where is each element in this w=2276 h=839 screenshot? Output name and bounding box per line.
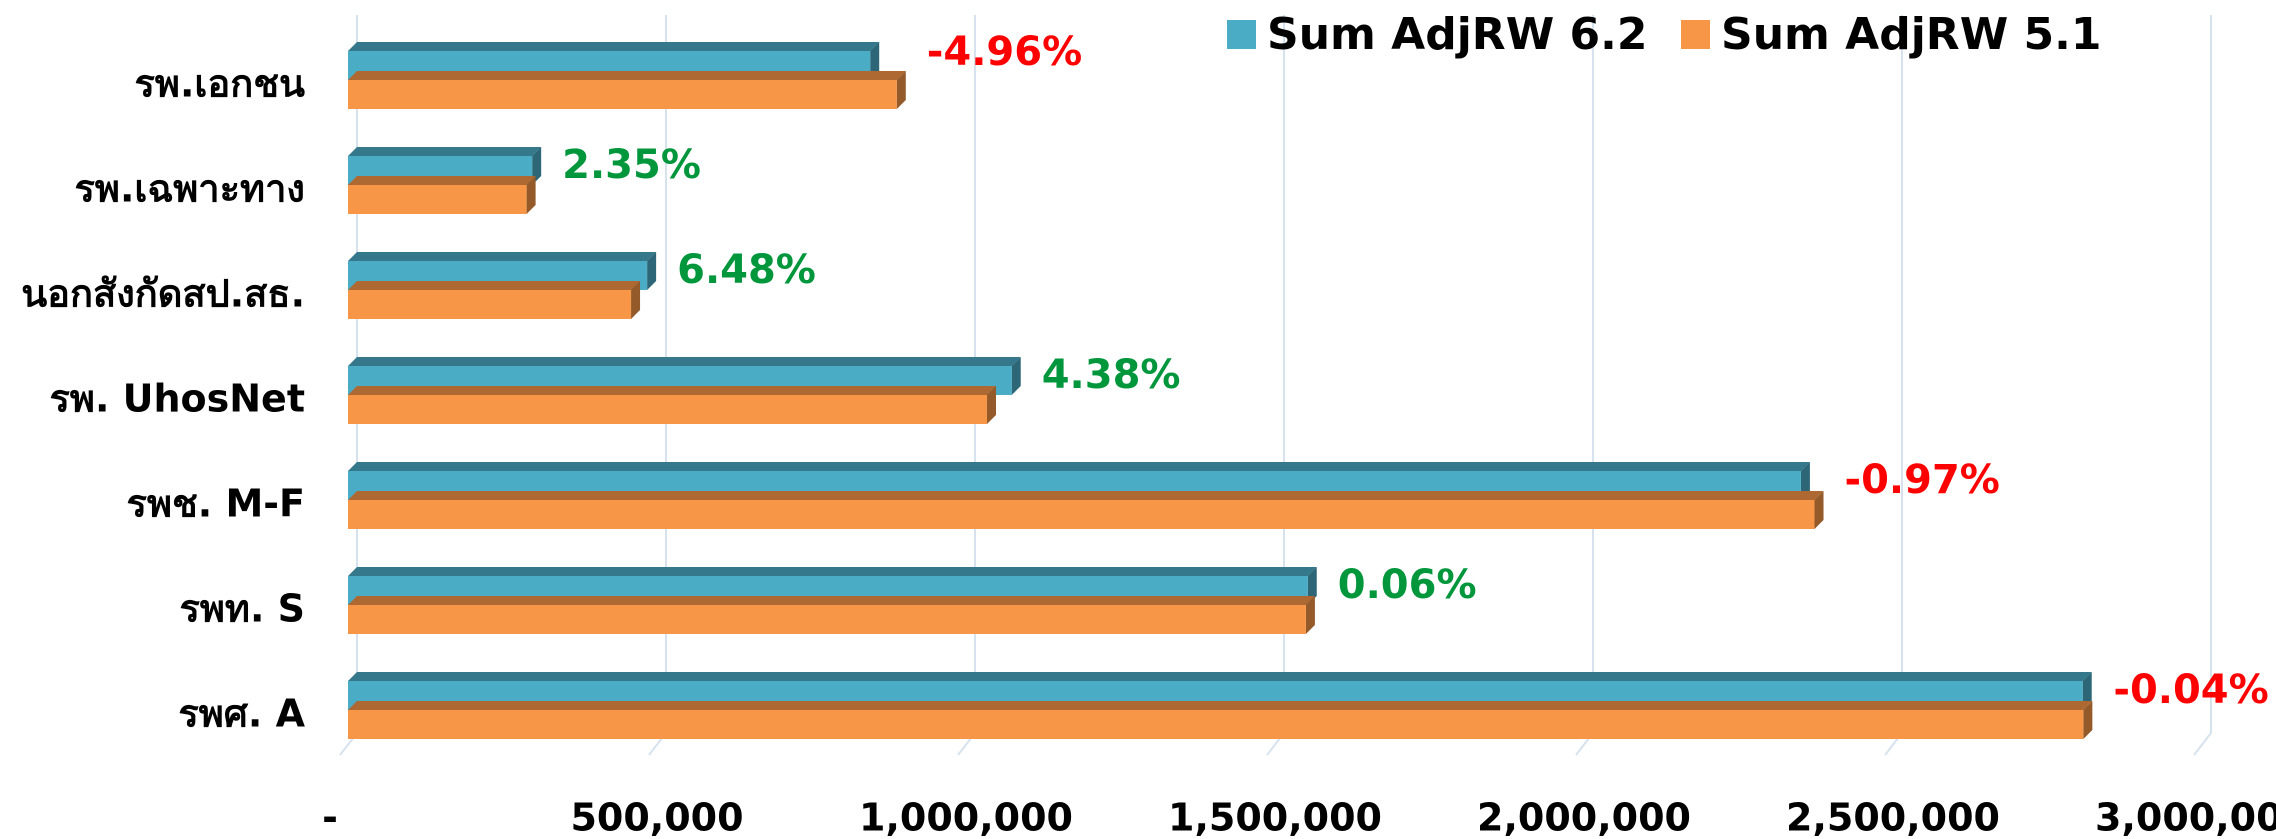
bar-top [348, 567, 1317, 576]
bar-top [348, 252, 657, 261]
change-label: 4.38% [1042, 352, 1181, 398]
bar-top [348, 281, 641, 290]
bar-side [647, 252, 657, 290]
bar-side [1814, 491, 1824, 529]
change-label: 6.48% [677, 247, 816, 293]
y-tick-label: รพท. S [179, 587, 305, 631]
change-label: -0.97% [1845, 457, 2000, 503]
legend-label: Sum AdjRW 6.2 [1267, 9, 1648, 60]
legend-swatch [1681, 20, 1710, 49]
bar-side [987, 386, 997, 424]
bar-side [1011, 357, 1021, 395]
bar [348, 395, 988, 424]
bar [348, 290, 632, 319]
bar-top [348, 357, 1021, 366]
bar-side [526, 176, 536, 214]
bar-top [348, 42, 880, 51]
bar [348, 185, 527, 214]
bar-top [348, 176, 536, 185]
change-label: 2.35% [562, 142, 701, 188]
bar-top [348, 701, 2093, 710]
y-tick-label: รพศ. A [178, 692, 305, 736]
bar-side [870, 42, 880, 80]
y-tick-label: นอกสังกัดสป.สธ. [21, 272, 305, 316]
change-label: -0.04% [2113, 667, 2268, 713]
x-tick-label: 1,000,000 [859, 796, 1073, 839]
x-tick-label: 1,500,000 [1168, 796, 1382, 839]
bar-side [1305, 596, 1315, 634]
bar-top [348, 491, 1824, 500]
change-label: 0.06% [1338, 562, 1477, 608]
x-tick-label: 2,000,000 [1477, 796, 1691, 839]
legend-label: Sum AdjRW 5.1 [1721, 9, 2102, 60]
change-label: -4.96% [927, 29, 1082, 75]
y-tick-label: รพ.เอกชน [135, 62, 306, 106]
bar-side [896, 71, 906, 109]
legend-swatch [1227, 20, 1256, 49]
bar-side [2083, 701, 2093, 739]
bar-top [348, 672, 2092, 681]
x-tick-label: 3,000,000 [2095, 796, 2276, 839]
bar-side [1307, 567, 1317, 605]
bar-side [1800, 462, 1810, 500]
grid-floor [2193, 732, 2212, 756]
bar-top [348, 147, 542, 156]
bar-top [348, 71, 906, 80]
bar-side [631, 281, 641, 319]
bar-side [2082, 672, 2092, 710]
bar [348, 80, 897, 109]
y-tick-label: รพช. M-F [127, 482, 305, 526]
y-tick-label: รพ.เฉพาะทาง [74, 167, 305, 211]
bar [348, 605, 1306, 634]
x-tick-label: - [322, 796, 338, 839]
x-tick-label: 500,000 [570, 796, 743, 839]
bar-top [348, 596, 1315, 605]
bar [348, 500, 1815, 529]
bar-top [348, 386, 997, 395]
x-tick-label: 2,500,000 [1786, 796, 2000, 839]
y-tick-label: รพ. UhosNet [50, 377, 306, 421]
bar [348, 710, 2084, 739]
bar-side [532, 147, 542, 185]
bar-top [348, 462, 1810, 471]
